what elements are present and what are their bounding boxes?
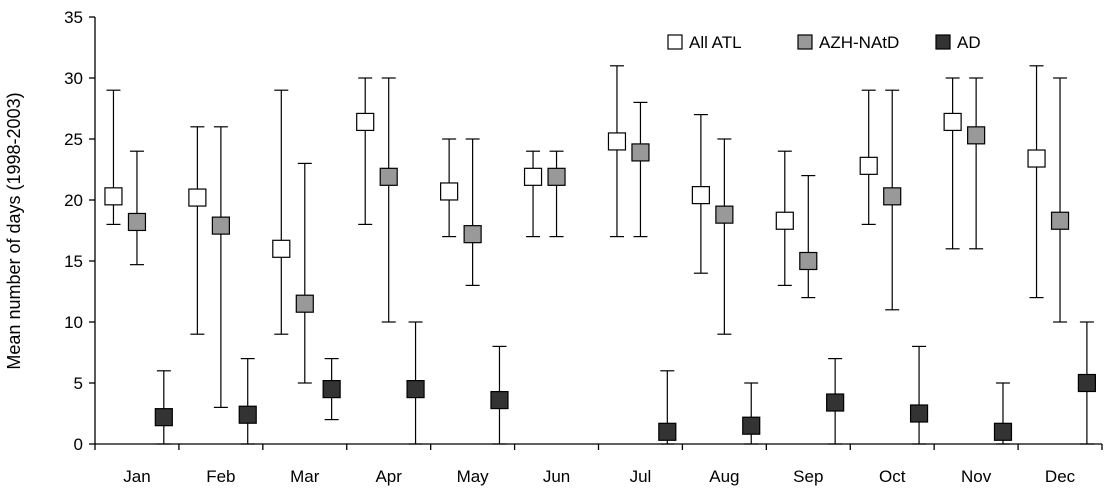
data-point <box>883 187 902 206</box>
series-2 <box>154 321 1096 445</box>
data-point <box>859 156 878 175</box>
data-point <box>742 416 761 435</box>
x-tick-label: Sep <box>793 467 823 486</box>
data-point <box>993 422 1013 441</box>
data-point <box>967 126 986 145</box>
data-point <box>1050 211 1070 230</box>
data-point <box>631 143 650 162</box>
data-point <box>799 251 818 271</box>
legend-label: AZH-NAtD <box>819 33 899 52</box>
x-tick-label: Nov <box>961 467 992 486</box>
legend-marker <box>667 34 683 50</box>
legend-label: All ATL <box>689 33 742 52</box>
x-tick-label: Jul <box>630 467 652 486</box>
data-point <box>463 225 482 244</box>
legend: All ATL AZH-NAtD AD <box>667 33 981 52</box>
y-tick-label: 20 <box>64 191 83 210</box>
axes <box>94 17 1102 445</box>
legend-label: AD <box>957 33 981 52</box>
y-tick-label: 30 <box>64 69 83 88</box>
y-tick-label: 15 <box>64 252 83 271</box>
data-point <box>295 294 314 313</box>
y-ticks: 0 5 10 15 20 25 30 35 <box>64 8 95 454</box>
legend-marker <box>797 34 813 50</box>
data-point <box>523 167 543 186</box>
x-tick-label: Feb <box>206 467 235 486</box>
data-point <box>658 422 677 441</box>
data-point <box>691 186 710 205</box>
data-point <box>440 182 459 201</box>
data-point <box>127 212 147 232</box>
data-point <box>322 380 341 399</box>
x-tick-label: Jun <box>543 467 570 486</box>
data-point <box>1077 373 1096 393</box>
data-point <box>1027 149 1046 168</box>
y-tick-label: 5 <box>74 374 83 393</box>
data-point <box>104 187 123 206</box>
x-tick-label: Apr <box>375 467 402 486</box>
data-point <box>356 112 375 132</box>
y-axis-title: Mean number of days (1998-2003) <box>4 92 24 369</box>
data-point <box>154 408 173 427</box>
x-tick-label: Mar <box>290 467 320 486</box>
x-tick-label: Jan <box>123 467 150 486</box>
data-point <box>379 167 398 186</box>
data-point <box>238 405 257 424</box>
y-tick-label: 25 <box>64 130 83 149</box>
legend-marker <box>935 34 951 50</box>
series-0 <box>104 65 1046 335</box>
data-point <box>607 132 627 151</box>
y-tick-label: 0 <box>74 435 83 454</box>
data-point <box>909 404 929 423</box>
data-point <box>943 112 962 132</box>
series-1 <box>127 77 1070 408</box>
y-tick-label: 10 <box>64 313 83 332</box>
data-point <box>547 167 566 186</box>
x-ticks: Jan Feb Mar Apr May Jun Jul Aug Sep Oct Nov Dec <box>94 444 1103 486</box>
data-point <box>715 205 734 224</box>
y-tick-label: 35 <box>64 8 83 27</box>
plot-area <box>104 65 1096 445</box>
data-point <box>188 188 207 207</box>
x-tick-label: Dec <box>1045 467 1076 486</box>
x-tick-label: Oct <box>879 467 906 486</box>
x-tick-label: May <box>457 467 490 486</box>
data-point <box>775 211 794 230</box>
data-point <box>826 393 845 412</box>
data-point <box>272 239 291 258</box>
data-point <box>406 380 425 399</box>
data-point <box>490 390 509 410</box>
data-point <box>211 216 230 235</box>
x-tick-label: Aug <box>709 467 739 486</box>
